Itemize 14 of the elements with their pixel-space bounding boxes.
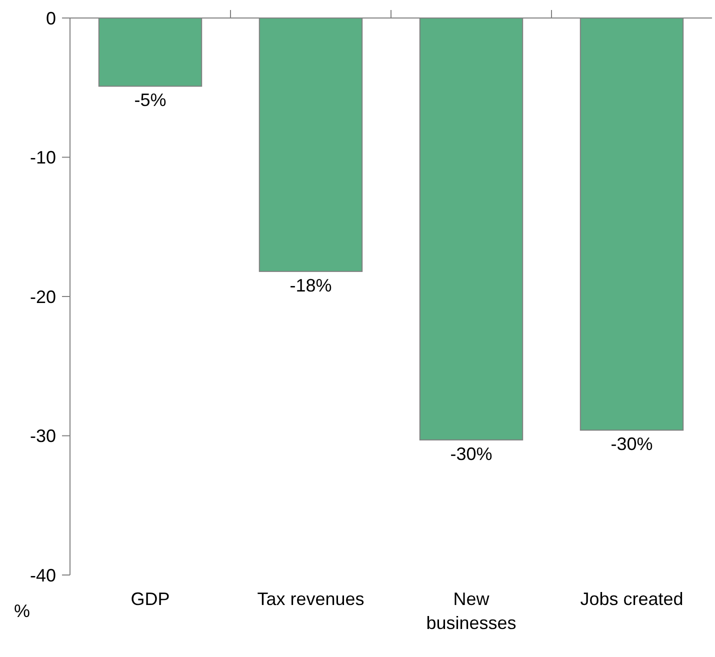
data-label: -18%: [290, 275, 332, 296]
y-tick-label: 0: [46, 8, 56, 28]
y-tick-label: -10: [30, 148, 56, 168]
data-label: -5%: [134, 90, 166, 110]
data-label: -30%: [450, 444, 492, 464]
x-tick-label: New businesses: [426, 589, 516, 633]
data-label: -30%: [610, 434, 653, 454]
x-tick-label: Tax revenues: [257, 589, 364, 609]
y-axis-title: %: [14, 601, 30, 621]
y-tick-label: -30: [30, 426, 56, 446]
y-tick-label: -40: [30, 565, 56, 586]
x-tick-label: Jobs created: [580, 589, 684, 609]
x-tick-label: GDP: [130, 589, 170, 609]
y-tick-label: -20: [30, 286, 56, 307]
